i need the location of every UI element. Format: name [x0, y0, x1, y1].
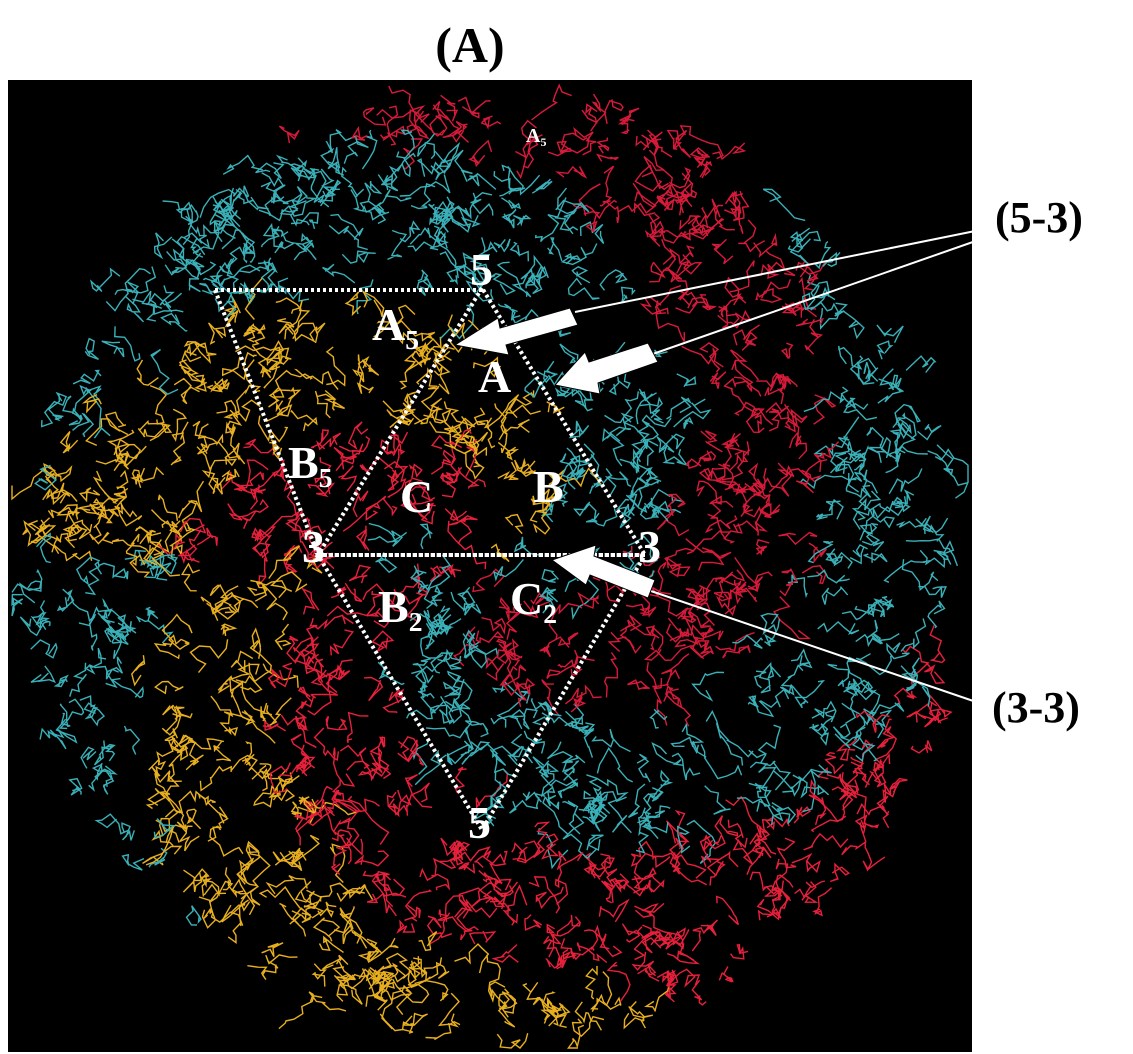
subunit-label: 3	[638, 521, 661, 572]
subunit-label: 5	[468, 797, 491, 848]
interface-label: (5-3)	[995, 193, 1083, 242]
label-subscript: 5	[405, 324, 419, 355]
subunit-label: 3	[302, 521, 325, 572]
label-subscript: 2	[409, 606, 423, 637]
label-main: 5	[468, 797, 491, 848]
subunit-label: 5	[470, 244, 493, 295]
figure: (A) A55A5AB5CB33B2C25 (5-3) (3-3)	[0, 0, 1133, 1054]
interface-label: (3-3)	[992, 683, 1080, 732]
label-main: A	[526, 125, 541, 147]
page: (A) A55A5AB5CB33B2C25 (5-3) (3-3) (() =>…	[0, 0, 1133, 1054]
label-main: B	[533, 461, 564, 512]
label-main: B	[378, 581, 409, 632]
label-subscript: 5	[540, 135, 546, 149]
subunit-label: A	[478, 351, 511, 402]
label-main: C	[510, 573, 543, 624]
subunit-label: C	[400, 471, 433, 522]
label-main: B	[288, 437, 319, 488]
label-main: C	[400, 471, 433, 522]
subunit-label: B	[533, 461, 564, 512]
label-subscript: 2	[543, 598, 557, 629]
label-main: A	[478, 351, 511, 402]
label-main: 3	[302, 521, 325, 572]
label-main: 5	[470, 244, 493, 295]
label-main: 3	[638, 521, 661, 572]
panel-label: (A)	[435, 17, 504, 73]
label-subscript: 5	[319, 462, 333, 493]
label-main: A	[372, 299, 405, 350]
